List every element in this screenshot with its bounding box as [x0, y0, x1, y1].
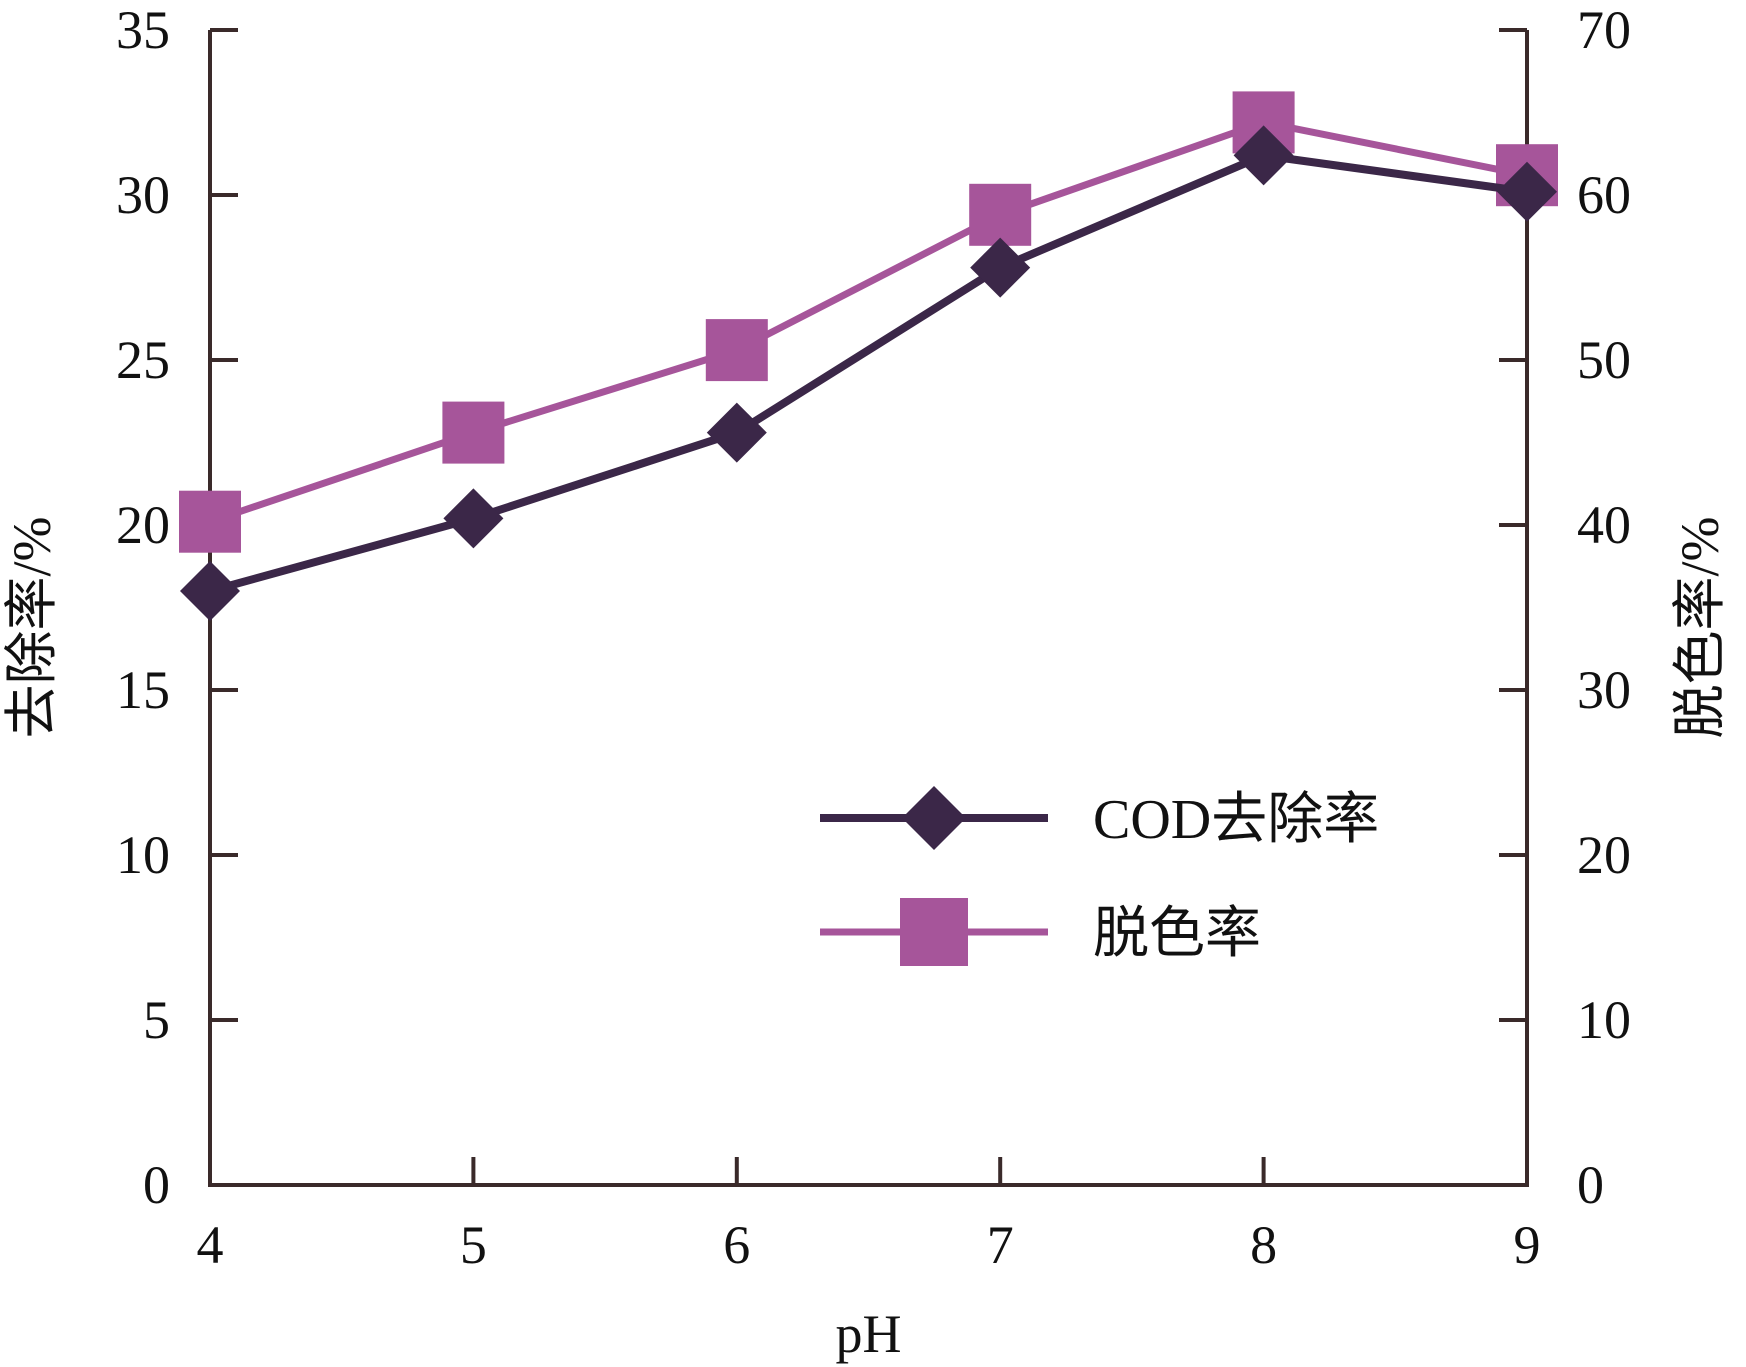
legend-marker	[900, 898, 968, 966]
y-tick-label-right: 20	[1577, 825, 1631, 885]
legend-label: COD去除率	[1093, 789, 1379, 851]
legend-label: 脱色率	[1093, 903, 1261, 965]
data-point	[1497, 161, 1557, 222]
data-point	[1233, 125, 1294, 186]
x-tick-label: 6	[723, 1215, 750, 1275]
x-tick-label: 5	[460, 1215, 487, 1275]
y-tick-label-left: 5	[143, 990, 170, 1050]
y-tick-label-left: 35	[116, 0, 170, 60]
y-tick-label-left: 15	[116, 660, 170, 720]
data-point	[706, 402, 767, 463]
y-axis-title-right: 脱色率/%	[1670, 517, 1730, 739]
y-tick-label-right: 30	[1577, 660, 1631, 720]
y-tick-label-right: 0	[1577, 1155, 1604, 1215]
data-point	[969, 183, 1032, 246]
series-line	[208, 118, 1528, 526]
series-layer	[179, 91, 1558, 621]
x-tick-label: 4	[197, 1215, 224, 1275]
y-axis-title-left: 去除率/%	[2, 517, 62, 739]
y-tick-label-right: 50	[1577, 330, 1631, 390]
data-point	[443, 488, 504, 549]
y-tick-label-left: 10	[116, 825, 170, 885]
legend-marker	[902, 786, 966, 850]
y-tick-label-left: 25	[116, 330, 170, 390]
y-tick-label-right: 40	[1577, 495, 1631, 555]
y-tick-label-left: 20	[116, 495, 170, 555]
data-point	[442, 401, 505, 464]
data-point	[970, 237, 1031, 298]
axes: 0 5 10 15 20 25 30 35 0 10 20 30 40 50 60 70 4 5 6 7 8 9	[116, 0, 1631, 1275]
data-point	[179, 490, 241, 553]
legend-item-2: 脱色率	[820, 898, 1261, 966]
series-1	[180, 125, 1557, 621]
y-tick-label-left: 0	[143, 1155, 170, 1215]
x-axis-title: pH	[836, 1304, 902, 1364]
series-2	[179, 91, 1558, 553]
series-line	[208, 151, 1528, 595]
y-tick-label-right: 10	[1577, 990, 1631, 1050]
y-tick-label-right: 70	[1577, 0, 1631, 60]
y-tick-label-left: 30	[116, 165, 170, 225]
y-tick-label-right: 60	[1577, 165, 1631, 225]
x-tick-label: 7	[987, 1215, 1014, 1275]
x-tick-label: 8	[1250, 1215, 1277, 1275]
x-tick-label: 9	[1514, 1215, 1541, 1275]
data-point	[180, 561, 240, 621]
legend-item-1: COD去除率	[820, 786, 1379, 851]
data-point	[705, 319, 768, 382]
